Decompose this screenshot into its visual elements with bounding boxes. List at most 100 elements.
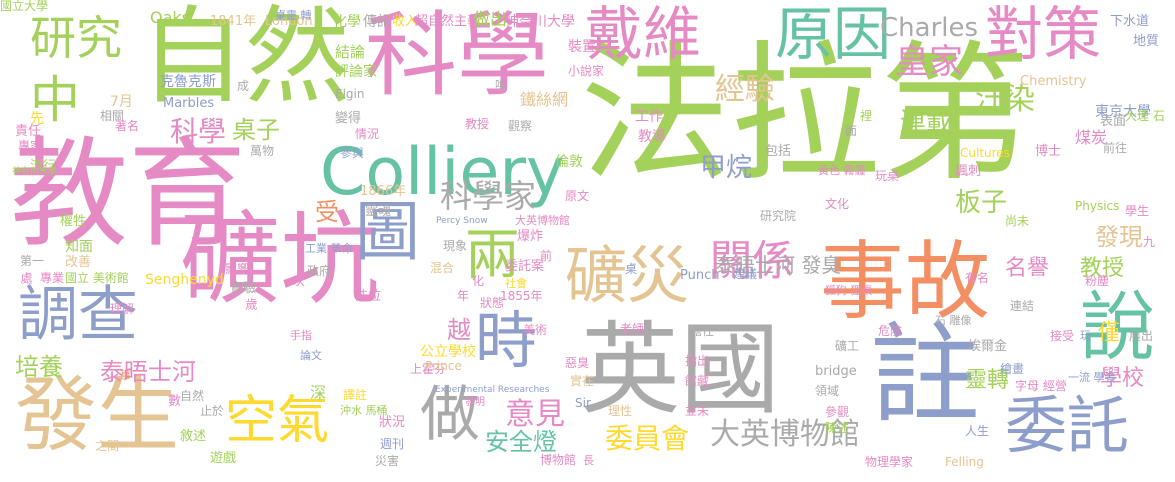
word-52-london: London <box>265 14 313 29</box>
word-172-物理學家: 物理學家 <box>865 455 914 469</box>
word-126-展出: 展出 <box>1129 329 1154 343</box>
word-129-歲: 歲 <box>244 298 258 310</box>
word-5-礦坑: 礦坑 <box>180 201 380 318</box>
word-65-裝置: 裝置 <box>568 39 596 55</box>
word-108-percy-snow: Percy Snow <box>436 216 488 226</box>
word-159-並未: 並未 <box>685 404 710 418</box>
word-193-喚: 喚 <box>495 78 508 92</box>
word-95-表面: 表面 <box>1100 114 1127 129</box>
word-125-接受: 接受 <box>1050 329 1075 343</box>
word-183-裡: 裡 <box>860 109 873 123</box>
word-34-板子: 板子 <box>955 188 1008 218</box>
word-102-physics: Physics <box>1075 199 1120 213</box>
word-162-人生: 人生 <box>965 424 990 438</box>
word-97-諷刺: 諷刺 <box>955 164 982 179</box>
word-42-教授: 教授 <box>1080 256 1125 281</box>
word-39-培養: 培養 <box>15 353 63 381</box>
word-83-參與: 參與 <box>340 146 365 160</box>
word-192-數: 數 <box>168 394 182 409</box>
word-153-深: 深 <box>310 383 327 402</box>
word-176-一流-學者: 一流 學者 <box>1068 371 1116 384</box>
word-27-charles: Charles <box>880 13 979 43</box>
word-26-皇家: 皇家 <box>895 42 963 82</box>
word-6-註: 註 <box>870 311 980 439</box>
word-10-調查: 調查 <box>18 280 138 350</box>
word-63-chemistry: Chemistry <box>1020 74 1087 89</box>
word-14-對策: 對策 <box>985 0 1102 68</box>
word-86-靈魂: 靈魂 <box>365 204 392 219</box>
word-71-elgin: Elgin <box>335 87 365 101</box>
word-79-鐵絲網: 鐵絲網 <box>520 90 569 109</box>
word-51-1841年: 1841年 <box>210 14 257 29</box>
word-76-情況: 情況 <box>355 127 380 141</box>
word-127-senghenyd: Senghenyd <box>145 272 224 288</box>
word-91-流行: 流行 <box>30 159 57 174</box>
word-105-punch: Punch <box>680 268 720 283</box>
word-55-收入: 收入 <box>392 14 419 29</box>
word-190-先: 先 <box>30 111 44 127</box>
word-81-包括: 包括 <box>765 144 792 159</box>
word-186-次: 次 <box>293 274 306 288</box>
word-60-地質: 地質 <box>1133 34 1160 49</box>
word-16-時: 時 <box>475 304 538 377</box>
word-161-參觀: 參觀 <box>825 405 850 419</box>
word-82-萬物: 萬物 <box>250 144 275 158</box>
word-139-危險: 危險 <box>878 324 903 338</box>
word-154-譯註: 譯註 <box>343 388 368 402</box>
word-194-玩: 玩 <box>1080 329 1091 342</box>
word-187-前: 前 <box>540 249 553 263</box>
word-70-marbles: Marbles <box>163 96 215 111</box>
word-136-美術: 美術 <box>523 323 548 337</box>
word-115-專業: 專業 <box>40 271 65 285</box>
word-145-繪畫: 繪畫 <box>1000 362 1025 376</box>
word-144-bridge: bridge <box>815 364 857 379</box>
word-75-變得: 變得 <box>335 111 362 126</box>
word-35-意見: 意見 <box>505 397 565 432</box>
word-13-原因: 原因 <box>775 0 892 68</box>
word-185-年: 年 <box>457 289 470 303</box>
word-100-尚未: 尚未 <box>1005 214 1030 228</box>
word-118-現象: 現象 <box>443 239 468 253</box>
word-175-處: 處 <box>19 272 33 284</box>
word-45-靈轉: 靈轉 <box>965 368 1010 393</box>
word-44-學校: 學校 <box>1100 366 1145 391</box>
word-41-名譽: 名譽 <box>1005 256 1050 281</box>
word-57-做出: 做出 <box>473 10 507 30</box>
word-156-experimental-researches: Experimental Researches <box>435 385 550 395</box>
word-177-大理-石: 大理 石 <box>1125 109 1165 123</box>
word-146-字母-經營: 字母 經營 <box>1015 379 1067 393</box>
word-166-sir: Sir <box>575 396 591 410</box>
word-40-泰晤士河: 泰晤士河 <box>100 358 196 386</box>
word-47-越: 越 <box>447 316 471 344</box>
word-119-混合: 混合 <box>430 261 455 275</box>
word-69-克魯克斯: 克魯克斯 <box>160 74 216 90</box>
word-43-發現: 發現 <box>1095 223 1143 251</box>
word-9-發生: 發生 <box>15 368 180 463</box>
word-160-領域: 領域 <box>815 384 840 398</box>
word-168-之間: 之間 <box>95 439 120 453</box>
word-138-擔任: 擔任 <box>690 324 715 338</box>
word-103-粉塵: 粉塵 <box>1085 274 1110 288</box>
word-1-教育: 教育 <box>10 125 247 263</box>
word-188-桌: 桌 <box>625 262 638 276</box>
word-104-建議: 建議 <box>733 267 758 281</box>
word-111-改善: 改善 <box>65 255 92 270</box>
word-30-連載: 連載 <box>900 108 953 138</box>
word-101-學生: 學生 <box>1125 204 1150 218</box>
word-53-化學: 化學 <box>333 14 361 30</box>
word-84-倫敦: 倫敦 <box>555 154 583 170</box>
word-165-週刊: 週刊 <box>380 437 405 451</box>
word-184-化: 化 <box>472 274 485 288</box>
word-149-實在: 實在 <box>570 374 595 388</box>
word-128-實驗: 實驗 <box>230 281 257 296</box>
word-173-felling: Felling <box>945 455 984 469</box>
word-11-說: 說 <box>1080 283 1156 371</box>
word-170-災害: 災害 <box>375 454 400 468</box>
word-167-陳述: 陳述 <box>825 421 850 435</box>
word-85-1866年: 1866年 <box>360 184 407 199</box>
word-38-大英博物館: 大英博物館 <box>710 417 860 452</box>
word-113-政府: 政府 <box>307 264 332 278</box>
word-61-東京大學: 東京大學 <box>1095 104 1151 120</box>
word-0-法拉第: 法拉第 <box>580 28 1031 202</box>
word-123-有名: 有名 <box>965 271 990 285</box>
